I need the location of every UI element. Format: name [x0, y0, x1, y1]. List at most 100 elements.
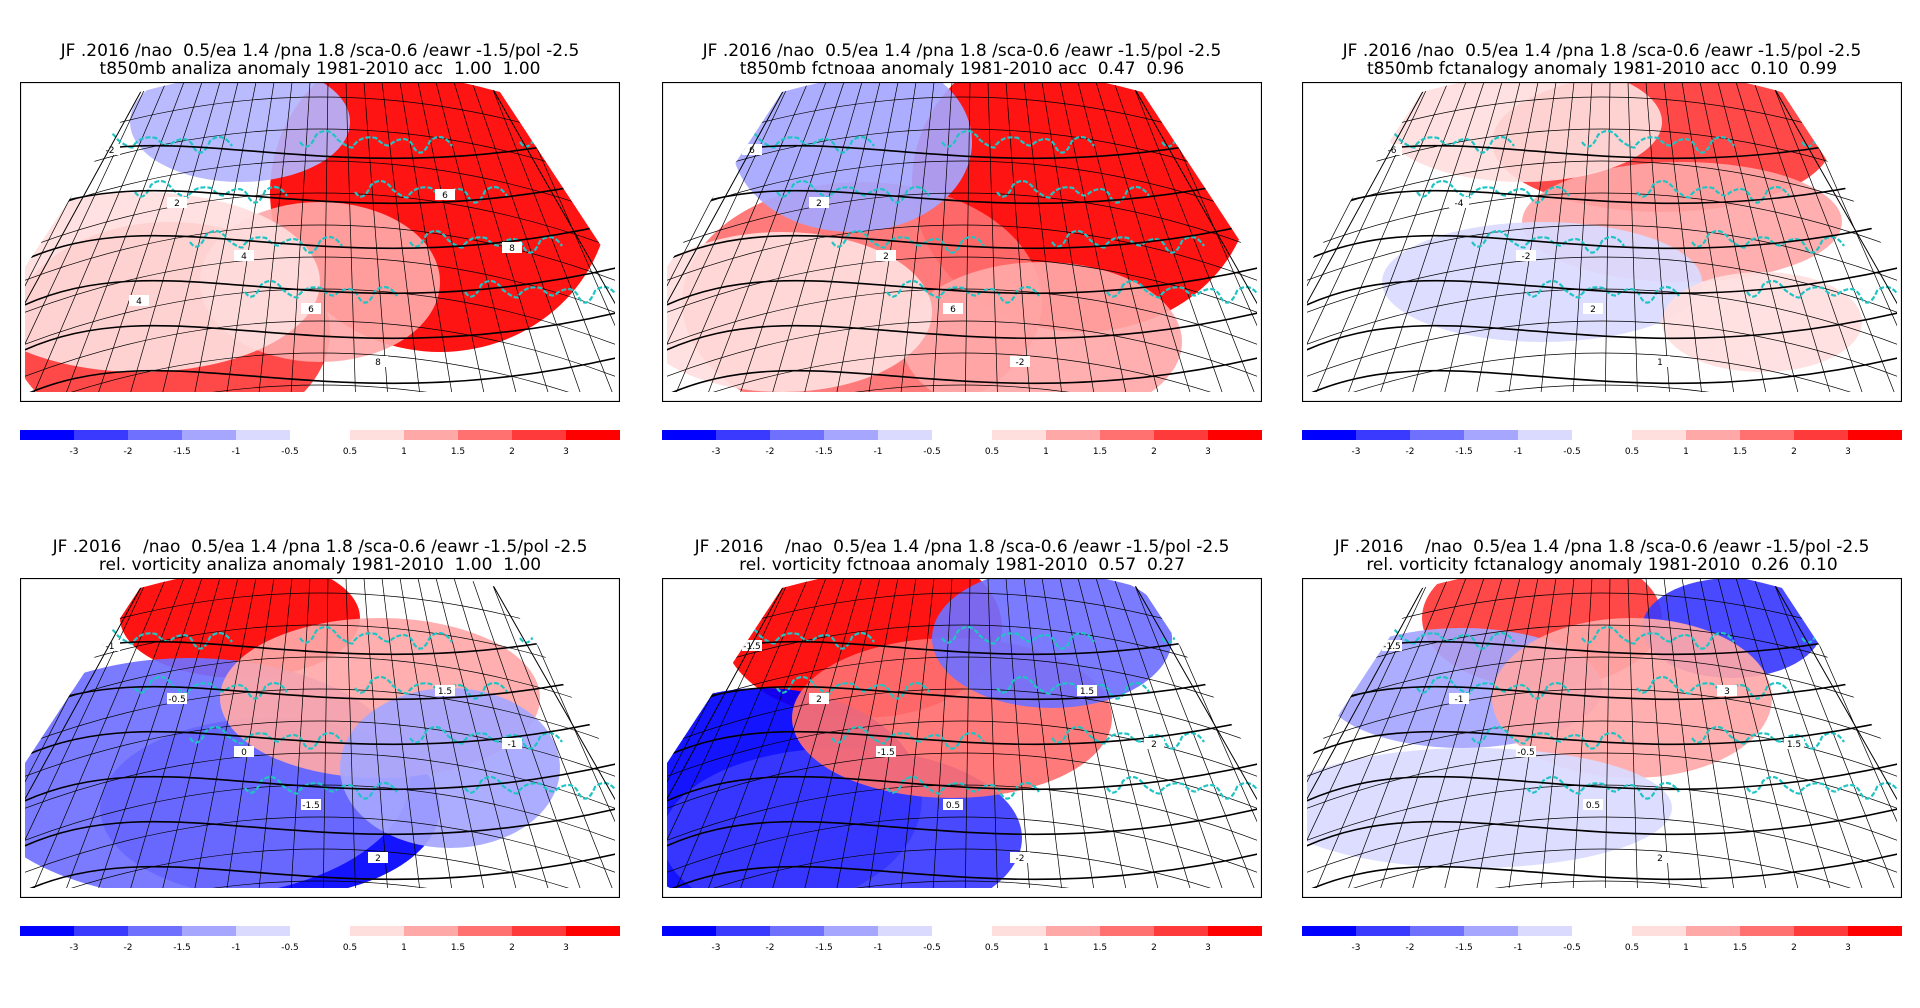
- colorbar-swatch: [404, 926, 458, 936]
- contour-label: 8: [375, 358, 381, 368]
- contour-label: -1: [1455, 695, 1464, 705]
- colorbar-swatch: [770, 430, 824, 440]
- colorbar-label: 1.5: [1733, 943, 1747, 953]
- contour-label: 6: [749, 146, 755, 156]
- contour-label: 0: [241, 748, 247, 758]
- map-plot: -6 -4 -2 2 1: [1302, 82, 1902, 402]
- colorbar-swatch: [1632, 926, 1686, 936]
- contour-label: 3: [1724, 687, 1730, 697]
- contour-label: -1.5: [877, 748, 895, 758]
- colorbar-label: 1: [401, 943, 407, 953]
- colorbar-label: 1.5: [1733, 447, 1747, 457]
- colorbar-label: 1: [401, 447, 407, 457]
- map-plot: -1 -0.5 0 -1.5 2 1.5 -1: [20, 578, 620, 898]
- colorbar-swatch: [1848, 926, 1902, 936]
- colorbar-swatch: [1464, 430, 1518, 440]
- colorbar-swatch: [1848, 430, 1902, 440]
- colorbar-label: 3: [563, 943, 569, 953]
- colorbar-swatch: [1794, 430, 1848, 440]
- contour-label: 8: [509, 244, 515, 254]
- colorbar-swatch: [350, 430, 404, 440]
- colorbar-swatch: [566, 430, 620, 440]
- colorbar-swatch: [878, 430, 932, 440]
- contour-label: 2: [816, 199, 822, 209]
- colorbar-label: 2: [1151, 943, 1157, 953]
- colorbar-label: -1: [232, 943, 241, 953]
- colorbar-swatch: [716, 430, 770, 440]
- colorbar-label: -2: [1406, 943, 1415, 953]
- colorbar-label: -2: [1406, 447, 1415, 457]
- colorbar-swatch: [1208, 430, 1262, 440]
- colorbar-label: 2: [509, 447, 515, 457]
- colorbar-label: 1.5: [451, 447, 465, 457]
- colorbar: -3 -2 -1.5 -1 -0.5 0.5 1 1.5 2 3: [1302, 430, 1902, 457]
- colorbar-swatch: [992, 430, 1046, 440]
- colorbar-label: -1.5: [173, 447, 191, 457]
- colorbar-swatch: [1632, 430, 1686, 440]
- contour-label: -1.5: [743, 642, 761, 652]
- colorbar-label: -1.5: [173, 943, 191, 953]
- colorbar-swatch: [236, 430, 290, 440]
- colorbar-swatch: [1208, 926, 1262, 936]
- anomaly-area: [1382, 222, 1702, 342]
- colorbar-swatch: [512, 430, 566, 440]
- map-plot: -1.5 2 -1.5 0.5 -2 1.5 2: [662, 578, 1262, 898]
- colorbar-label: -1: [874, 943, 883, 953]
- panel-title-line1: JF .2016 /nao 0.5/ea 1.4 /pna 1.8 /sca-0…: [1342, 41, 1862, 61]
- colorbar-label: 1: [1683, 447, 1689, 457]
- contour-label: -2: [106, 146, 115, 156]
- colorbar-label: 1: [1043, 943, 1049, 953]
- colorbar: -3 -2 -1.5 -1 -0.5 0.5 1 1.5 2 3: [20, 430, 620, 457]
- contour-label: -1.5: [1383, 642, 1401, 652]
- contour-label: 2: [1151, 740, 1157, 750]
- panel-title-line1: JF .2016 /nao 0.5/ea 1.4 /pna 1.8 /sca-0…: [694, 537, 1230, 557]
- colorbar-label: 1: [1043, 447, 1049, 457]
- anomaly-area: [1307, 748, 1672, 868]
- anomaly-area: [130, 82, 350, 182]
- colorbar-swatch: [824, 430, 878, 440]
- colorbar-swatch: [662, 926, 716, 936]
- colorbar-label: -0.5: [281, 447, 299, 457]
- contour-label: 2: [375, 854, 381, 864]
- colorbar-swatch: [992, 926, 1046, 936]
- panel-title-line2: rel. vorticity fctanalogy anomaly 1981-2…: [1366, 555, 1838, 575]
- colorbar-label: -0.5: [1563, 447, 1581, 457]
- colorbar-label: -1.5: [815, 943, 833, 953]
- colorbar-swatch: [662, 430, 716, 440]
- contour-label: 2: [174, 199, 180, 209]
- colorbar-swatch: [182, 926, 236, 936]
- colorbar-swatch: [566, 926, 620, 936]
- panel-title-line2: rel. vorticity analiza anomaly 1981-2010…: [98, 555, 542, 575]
- contour-label: 6: [308, 305, 314, 315]
- map-plot: -2 2 4 6 8 6 8 4: [20, 82, 620, 402]
- colorbar-swatch: [1686, 430, 1740, 440]
- panel-title-line1: JF .2016 /nao 0.5/ea 1.4 /pna 1.8 /sca-0…: [52, 537, 588, 557]
- contour-label: 0.5: [946, 801, 960, 811]
- map-panel-t850-fctnoaa: JF .2016 /nao 0.5/ea 1.4 /pna 1.8 /sca-0…: [662, 42, 1262, 512]
- colorbar-swatch: [1686, 926, 1740, 936]
- map-panel-vort-fctnoaa: JF .2016 /nao 0.5/ea 1.4 /pna 1.8 /sca-0…: [662, 538, 1262, 1008]
- contour-label: 1.5: [1080, 687, 1094, 697]
- colorbar-swatch: [1046, 430, 1100, 440]
- contour-label: -6: [1388, 146, 1397, 156]
- colorbar-swatch: [1410, 926, 1464, 936]
- colorbar-label: -0.5: [923, 447, 941, 457]
- colorbar-label: 3: [1205, 447, 1211, 457]
- colorbar: -3 -2 -1.5 -1 -0.5 0.5 1 1.5 2 3: [662, 926, 1262, 953]
- colorbar-label: -3: [1352, 943, 1361, 953]
- contour-label: -0.5: [1517, 748, 1535, 758]
- colorbar-label: 1.5: [451, 943, 465, 953]
- contour-label: -1: [508, 740, 517, 750]
- contour-label: 2: [1590, 305, 1596, 315]
- contour-label: 4: [136, 297, 142, 307]
- colorbar-label: -1.5: [1455, 447, 1473, 457]
- contour-label: 6: [950, 305, 956, 315]
- colorbar-swatch: [1518, 430, 1572, 440]
- anomaly-area: [667, 232, 932, 392]
- colorbar-swatch: [74, 926, 128, 936]
- colorbar-swatch: [74, 430, 128, 440]
- colorbar-label: 2: [1791, 943, 1797, 953]
- colorbar-label: -1: [1514, 943, 1523, 953]
- colorbar-swatch: [458, 430, 512, 440]
- anomaly-area: [1382, 82, 1662, 182]
